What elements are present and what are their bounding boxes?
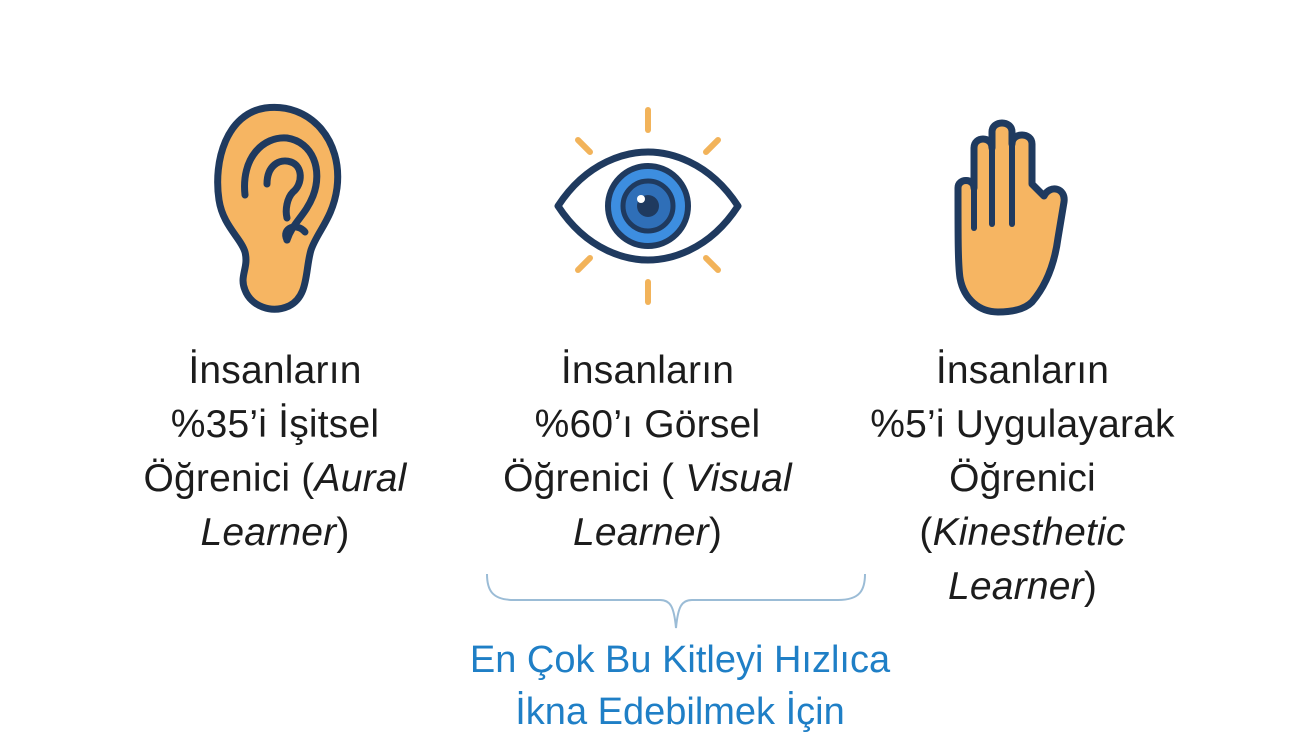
note-line-1: En Çok Bu Kitleyi Hızlıca [469,639,891,681]
aural-close: ) [336,511,350,554]
visual-line-3: Öğrenici ( Visual [480,452,815,506]
kinesthetic-term: Kinesthetic [932,511,1126,554]
visual-term: Visual [685,457,792,500]
kinesthetic-line-5: Learner) [845,560,1200,614]
kinesthetic-line-1: İnsanların [935,349,1110,392]
kinesthetic-open: ( [919,511,933,554]
aural-line-1: İnsanların [188,349,362,392]
visual-close: ) [708,511,722,554]
aural-line-3: Öğrenici (Aural [110,452,440,506]
visual-learner: Learner [572,511,709,554]
kinesthetic-line-2: %5’i Uygulayarak [870,403,1175,446]
visual-caption: İnsanların %60’ı Görsel Öğrenici ( Visua… [480,344,815,560]
kinesthetic-line-3: Öğrenici [949,457,1096,500]
aural-line-4: Learner) [110,506,440,560]
visual-line-1: İnsanların [560,349,735,392]
hand-icon [940,118,1090,318]
highlight-note: En Çok Bu Kitleyi Hızlıca İkna Edebilmek… [330,634,1030,738]
aural-caption: İnsanların %35’i İşitsel Öğrenici (Aural… [110,344,440,560]
eye-icon [548,100,748,315]
visual-line-4: Learner) [480,506,815,560]
aural-line-2: %35’i İşitsel [170,403,380,446]
aural-learner: Learner [200,511,337,554]
aural-prefix: Öğrenici ( [143,457,315,500]
curly-bracket [484,570,868,637]
aural-term: Aural [314,457,407,500]
ear-icon [205,100,350,315]
kinesthetic-close: ) [1083,565,1097,608]
kinesthetic-learner: Learner [947,565,1084,608]
note-line-2: İkna Edebilmek İçin [515,691,845,733]
visual-prefix: Öğrenici ( [503,457,686,500]
visual-line-2: %60’ı Görsel [534,403,761,446]
kinesthetic-caption: İnsanların %5’i Uygulayarak Öğrenici (Ki… [845,344,1200,614]
kinesthetic-line-4: (Kinesthetic [845,506,1200,560]
